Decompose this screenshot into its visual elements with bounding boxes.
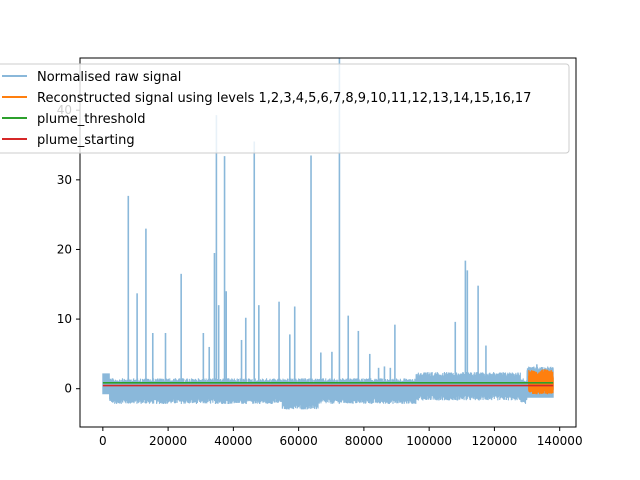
y-tick-label: 20 [57,242,72,256]
plot-area [102,58,554,410]
x-tick-label: 40000 [214,434,252,448]
x-tick-label: 60000 [280,434,318,448]
x-tick-label: 80000 [345,434,383,448]
axes-frame [79,57,577,428]
y-tick-label: 10 [57,312,72,326]
x-tick-label: 0 [99,434,107,448]
x-tick-label: 100000 [406,434,452,448]
legend-box [0,63,570,154]
axes: 0 20000 40000 60000 80000 100000 120000 140000 0… [57,57,583,448]
y-tick-label: 0 [64,382,72,396]
x-tick-label: 20000 [149,434,187,448]
legend-label: plume_starting [37,133,135,148]
legend-label: plume_threshold [37,112,146,127]
x-tick-label: 140000 [537,434,583,448]
series-reconstructed-signal [528,369,554,395]
x-tick-label: 120000 [472,434,518,448]
legend-label: Normalised raw signal [37,70,181,85]
legend-label: Reconstructed signal using levels 1,2,3,… [37,91,531,106]
legend: Normalised raw signal Reconstructed signa… [0,63,570,154]
y-tick-label: 30 [57,173,72,187]
